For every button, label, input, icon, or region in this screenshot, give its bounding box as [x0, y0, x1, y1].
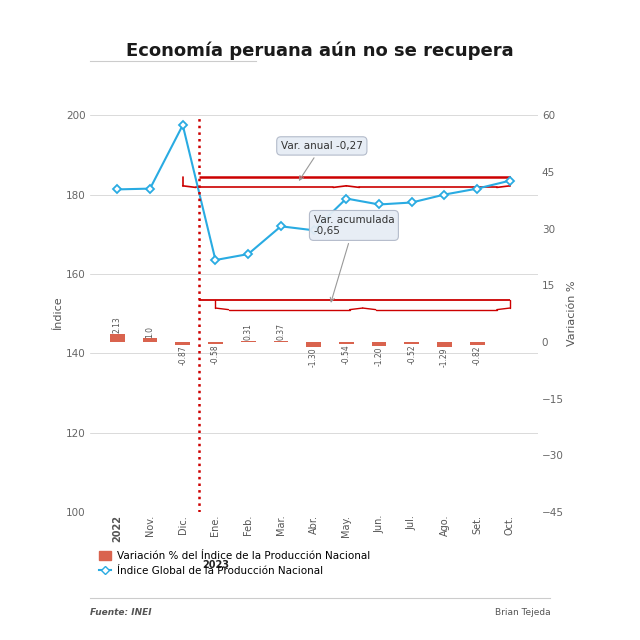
Text: 2023: 2023 [202, 559, 229, 570]
Text: -1.29: -1.29 [440, 348, 449, 367]
Bar [470, 342, 484, 345]
Bar [110, 334, 125, 342]
Text: 0.37: 0.37 [276, 323, 285, 340]
Text: -0.87: -0.87 [179, 346, 188, 365]
Text: -0.54: -0.54 [342, 344, 351, 364]
Text: Var. acumulada
-0,65: Var. acumulada -0,65 [314, 214, 394, 302]
Bar [404, 342, 419, 344]
Text: -1.20: -1.20 [374, 347, 383, 367]
Text: -1.30: -1.30 [309, 348, 318, 367]
Y-axis label: Índice: Índice [53, 297, 63, 330]
Text: 0.31: 0.31 [244, 323, 253, 340]
Bar [208, 342, 223, 344]
Bar [143, 338, 157, 342]
Bar [306, 342, 321, 347]
Bar [339, 342, 354, 344]
Text: -0.82: -0.82 [473, 346, 482, 365]
Text: 1.0: 1.0 [145, 326, 154, 338]
Bar [372, 342, 387, 346]
Y-axis label: Variación %: Variación % [566, 281, 577, 346]
Legend: Variación % del Índice de la Producción Nacional, Índice Global de la Producción: Variación % del Índice de la Producción … [95, 547, 374, 580]
Text: Var. anual -0,27: Var. anual -0,27 [281, 141, 363, 180]
Text: 2.13: 2.13 [113, 317, 122, 333]
Text: Economía peruana aún no se recupera: Economía peruana aún no se recupera [126, 42, 514, 60]
Text: -0.52: -0.52 [407, 344, 416, 364]
Bar [175, 342, 190, 345]
Bar [241, 340, 255, 342]
Bar [273, 340, 288, 342]
Text: Brian Tejeda: Brian Tejeda [495, 608, 550, 617]
Text: -0.58: -0.58 [211, 344, 220, 364]
Bar [437, 342, 452, 347]
Text: Fuente: INEI: Fuente: INEI [90, 608, 151, 617]
